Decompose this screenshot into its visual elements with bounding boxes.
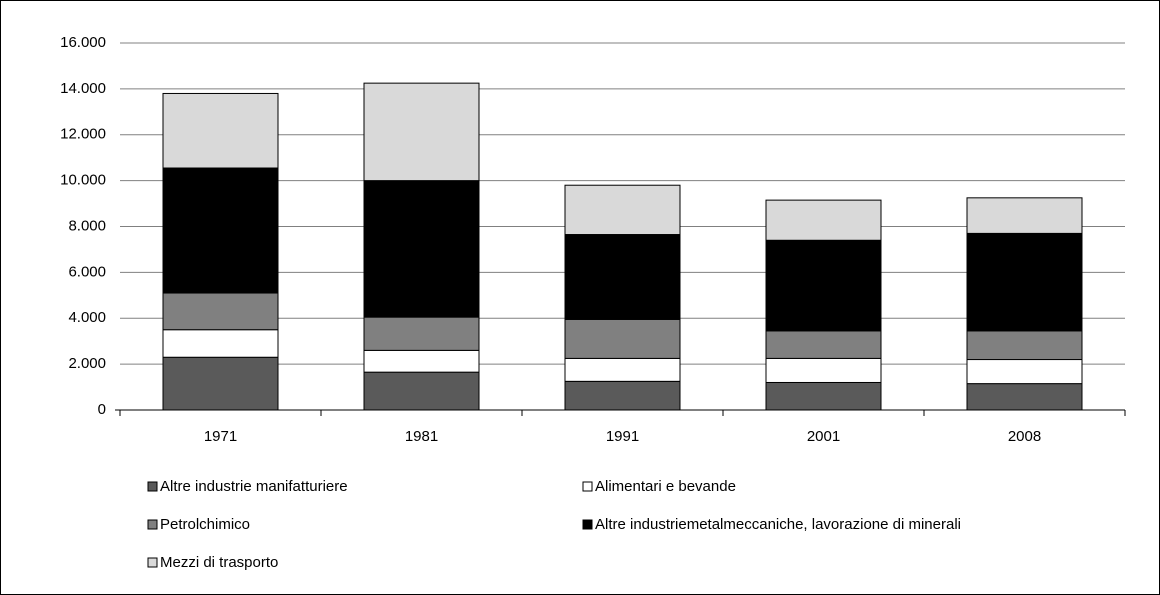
bar-segment bbox=[966, 383, 1083, 411]
bar-segment bbox=[162, 167, 279, 294]
x-tick-label: 2001 bbox=[807, 428, 840, 445]
bar-segment bbox=[966, 197, 1083, 234]
bar-segment bbox=[363, 371, 480, 411]
legend-swatch bbox=[147, 519, 158, 530]
bar-segment bbox=[162, 356, 279, 411]
bar-segment bbox=[765, 199, 882, 241]
bar-segment bbox=[363, 180, 480, 318]
y-tick-label: 4.000 bbox=[68, 309, 106, 326]
bar-segment bbox=[966, 232, 1083, 332]
legend-label: Alimentari e bevande bbox=[595, 478, 736, 495]
bar-segment bbox=[564, 184, 681, 236]
bar-segment bbox=[966, 330, 1083, 361]
bar-segment bbox=[564, 318, 681, 359]
bar-segment bbox=[765, 357, 882, 383]
bar-segment bbox=[162, 92, 279, 169]
x-tick-label: 1991 bbox=[606, 428, 639, 445]
y-tick-label: 14.000 bbox=[60, 80, 106, 97]
bar-segment bbox=[363, 316, 480, 351]
x-tick-label: 1971 bbox=[204, 428, 237, 445]
bar-segment bbox=[765, 239, 882, 332]
legend-swatch bbox=[582, 481, 593, 492]
bar-segment bbox=[162, 292, 279, 331]
y-tick-label: 8.000 bbox=[68, 217, 106, 234]
legend-label: Altre industriemetalmeccaniche, lavorazi… bbox=[595, 516, 961, 533]
y-tick-label: 6.000 bbox=[68, 263, 106, 280]
bar-segment bbox=[564, 380, 681, 411]
bar-segment bbox=[564, 357, 681, 382]
legend-swatch bbox=[147, 557, 158, 568]
legend-label: Mezzi di trasporto bbox=[160, 554, 278, 571]
bar-segment bbox=[966, 359, 1083, 385]
bar-segment bbox=[765, 330, 882, 359]
y-tick-label: 0 bbox=[98, 401, 106, 418]
legend-label: Petrolchimico bbox=[160, 516, 250, 533]
bar-segment bbox=[363, 349, 480, 373]
bar-segment bbox=[363, 82, 480, 182]
y-tick-label: 2.000 bbox=[68, 355, 106, 372]
y-tick-label: 12.000 bbox=[60, 126, 106, 143]
legend-swatch bbox=[147, 481, 158, 492]
bar-segment bbox=[765, 381, 882, 411]
x-tick-label: 1981 bbox=[405, 428, 438, 445]
bar-segment bbox=[162, 329, 279, 358]
legend-swatch bbox=[582, 519, 593, 530]
legend-label: Altre industrie manifatturiere bbox=[160, 478, 348, 495]
bar-segment bbox=[564, 234, 681, 320]
y-tick-label: 16.000 bbox=[60, 34, 106, 51]
x-tick-label: 2008 bbox=[1008, 428, 1041, 445]
y-tick-label: 10.000 bbox=[60, 172, 106, 189]
